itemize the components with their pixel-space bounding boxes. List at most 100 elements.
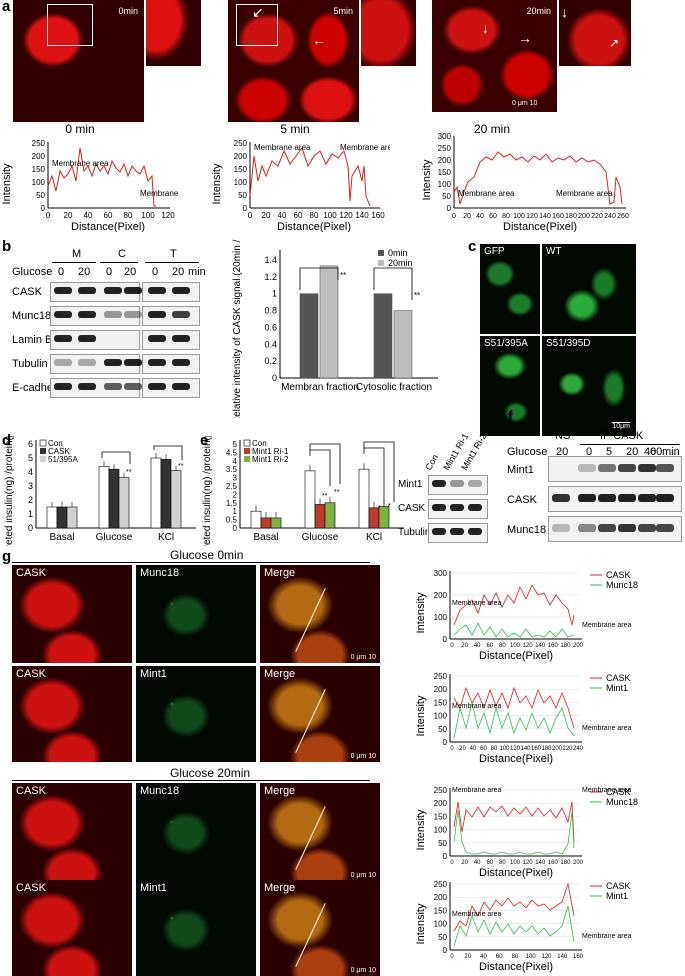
blot-band <box>104 383 122 390</box>
category-label: KCl <box>158 532 174 543</box>
image-label: Munc18 <box>140 785 180 797</box>
legend-label: CASK <box>606 673 631 683</box>
unit-label: min <box>662 446 680 458</box>
g-image-merge: Merge 0 μm 10 <box>260 666 380 762</box>
y-axis-label: Intensity <box>415 695 427 736</box>
blot-band <box>78 287 96 294</box>
intensity-line <box>249 146 371 207</box>
sig-bracket <box>153 445 183 460</box>
caption-5min: 5 min <box>280 122 310 136</box>
tick-label: 220 <box>591 213 603 220</box>
sig-marker: ** <box>340 271 346 280</box>
tick-label: 1.4 <box>264 255 277 265</box>
inset-box <box>236 4 278 46</box>
tick-label: 0 <box>28 523 33 533</box>
partner-line <box>453 905 575 947</box>
blot-band <box>124 311 142 318</box>
line-scan <box>295 689 326 753</box>
tick-label: 260 <box>617 213 629 220</box>
tick-label: 4 <box>233 457 238 466</box>
g-image-merge: Merge 0 μm 10 <box>260 565 380 663</box>
arrow-icon: ← <box>312 32 326 48</box>
bar <box>66 506 78 529</box>
panel-e-bar-chart: Secreted insulin(ng) /protein(μg) 00.511… <box>202 436 404 546</box>
tick-label: 250 <box>32 139 46 148</box>
lane-label: 60 <box>650 446 663 458</box>
tick-label: 120 <box>510 746 521 752</box>
ip-label: IP CASK <box>600 430 644 442</box>
blot-band <box>148 335 166 342</box>
tick-label: 150 <box>32 165 46 174</box>
blot-row-label: Munc18 <box>12 310 52 322</box>
blot-band <box>148 383 166 390</box>
blot-row-label: Lamin B <box>12 334 53 346</box>
tick-label: 300 <box>434 569 448 578</box>
bar <box>98 466 110 529</box>
g-image-cask: CASK <box>12 666 132 762</box>
blot-band <box>78 311 96 318</box>
tick-label: 0 <box>443 738 448 747</box>
tick-label: 40 <box>474 860 481 866</box>
legend-label: 0min <box>388 248 408 258</box>
scale-bar: 0 μm 10 <box>350 753 376 760</box>
legend-swatch-con <box>243 439 251 447</box>
blot-band <box>54 359 72 366</box>
tick-label: 100 <box>32 178 46 187</box>
legend-label: 51/395A <box>48 455 78 464</box>
panel-g-letter: g <box>2 548 12 565</box>
category-label: Basal <box>253 532 278 543</box>
tick-label: 250 <box>234 139 248 148</box>
tick-label: 100 <box>234 178 248 187</box>
sig-bracket <box>363 447 385 504</box>
section-line <box>12 780 370 781</box>
partner-line <box>453 622 575 638</box>
caption-0min: 0 min <box>65 122 95 136</box>
tick-label: 0 <box>443 946 448 955</box>
tick-label: 5 <box>233 440 238 449</box>
tick-label: 250 <box>434 786 448 795</box>
tick-label: 200 <box>434 591 448 600</box>
blot-band <box>578 464 596 472</box>
tick-label: 100 <box>526 954 537 960</box>
legend-label: Munc18 <box>606 580 638 590</box>
tick-label: 20 <box>459 746 466 752</box>
tick-label: 40 <box>278 211 287 220</box>
legend-label: CASK <box>48 447 70 456</box>
cask-line <box>453 882 575 932</box>
tick-label: 50 <box>438 839 447 848</box>
x-axis-label: Distance(Pixel) <box>479 867 553 879</box>
y-axis-label: Intensity <box>415 592 427 633</box>
category-label: Glucose <box>302 532 339 543</box>
tick-label: 0 <box>46 211 51 220</box>
tick-label: 120 <box>541 954 552 960</box>
tick-label: 20 <box>461 643 468 649</box>
tick-label: 0 <box>233 524 238 533</box>
bar <box>170 470 182 529</box>
blot-band <box>172 383 190 390</box>
blot-band <box>54 287 72 294</box>
sig-marker: ** <box>414 291 420 300</box>
tick-label: 160 <box>531 746 542 752</box>
tick-label: 50 <box>442 192 451 201</box>
category-label: Cytosolic fraction <box>356 382 432 393</box>
image-label: Merge <box>264 882 296 894</box>
tick-label: 40 <box>474 643 481 649</box>
annotation: Membrane area <box>458 189 515 198</box>
tick-label: 140 <box>355 211 369 220</box>
annotation: Membrane area <box>254 143 311 152</box>
tick-label: 20 <box>463 213 471 220</box>
panel-a-plot-20min: Intensity 0 50 100 150 200 250 300 0 20 … <box>421 132 629 232</box>
tick-label: 140 <box>535 860 546 866</box>
tick-label: 80 <box>124 211 133 220</box>
tick-label: 120 <box>526 213 538 220</box>
panel-c-gfp: GFP <box>480 244 540 334</box>
legend-label: Mint1 <box>606 683 628 693</box>
ns-label: NS <box>555 430 571 442</box>
tick-label: 140 <box>557 954 568 960</box>
lane-label: 40 <box>644 446 657 458</box>
blot-band <box>78 383 96 390</box>
bar <box>319 265 339 379</box>
bar <box>118 477 130 529</box>
tick-label: 1.2 <box>264 272 277 282</box>
tick-label: 100 <box>434 920 448 929</box>
